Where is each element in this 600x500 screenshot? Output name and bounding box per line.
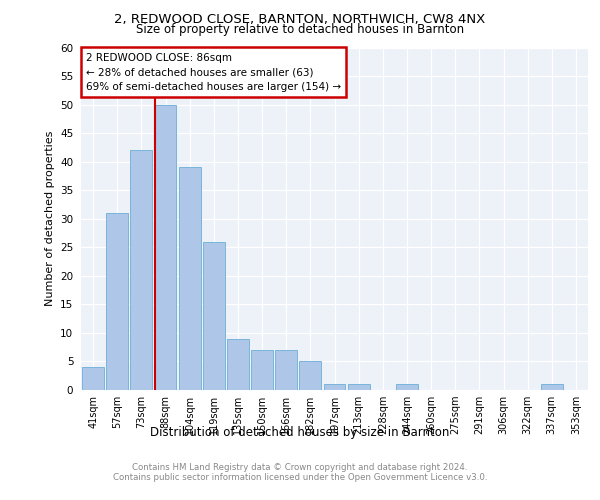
Text: Contains HM Land Registry data © Crown copyright and database right 2024.
Contai: Contains HM Land Registry data © Crown c…: [113, 463, 487, 482]
Bar: [275, 350, 297, 390]
Text: Size of property relative to detached houses in Barnton: Size of property relative to detached ho…: [136, 22, 464, 36]
Bar: [82, 367, 104, 390]
Bar: [396, 384, 418, 390]
Bar: [251, 350, 273, 390]
Bar: [227, 338, 249, 390]
Bar: [541, 384, 563, 390]
Bar: [348, 384, 370, 390]
Bar: [179, 168, 200, 390]
Bar: [299, 362, 321, 390]
Bar: [106, 213, 128, 390]
Bar: [155, 104, 176, 390]
Text: 2 REDWOOD CLOSE: 86sqm
← 28% of detached houses are smaller (63)
69% of semi-det: 2 REDWOOD CLOSE: 86sqm ← 28% of detached…: [86, 52, 341, 92]
Text: Distribution of detached houses by size in Barnton: Distribution of detached houses by size …: [151, 426, 449, 439]
Bar: [130, 150, 152, 390]
Text: 2, REDWOOD CLOSE, BARNTON, NORTHWICH, CW8 4NX: 2, REDWOOD CLOSE, BARNTON, NORTHWICH, CW…: [115, 12, 485, 26]
Bar: [323, 384, 346, 390]
Bar: [203, 242, 224, 390]
Y-axis label: Number of detached properties: Number of detached properties: [44, 131, 55, 306]
